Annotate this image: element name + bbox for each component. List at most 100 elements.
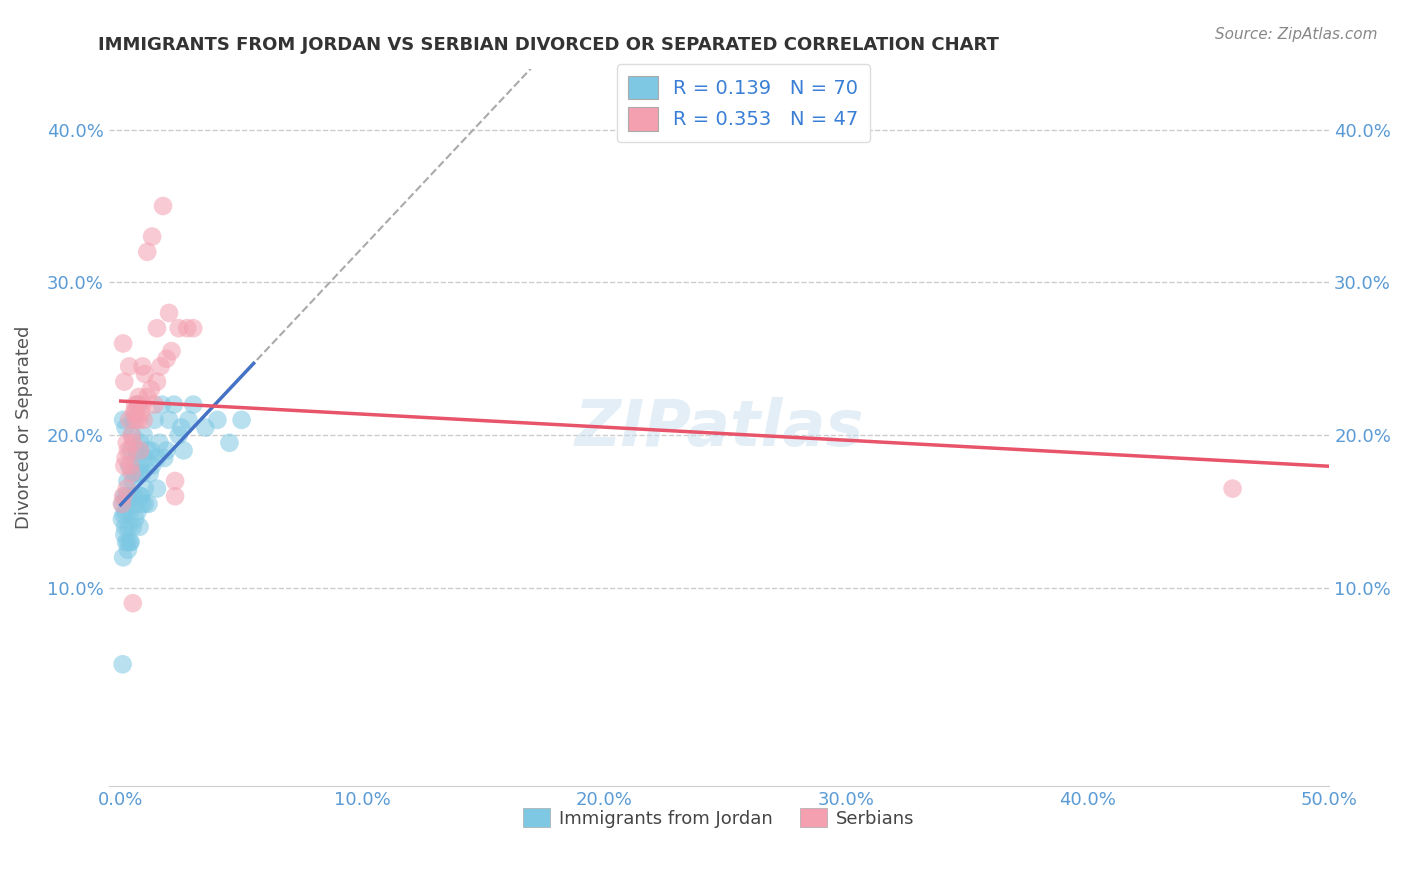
Point — [124, 467, 146, 481]
Point — [117, 474, 139, 488]
Point — [194, 420, 217, 434]
Point — [127, 443, 149, 458]
Point — [136, 244, 159, 259]
Point — [120, 458, 142, 473]
Point — [125, 413, 148, 427]
Y-axis label: Divorced or Separated: Divorced or Separated — [15, 326, 32, 529]
Point — [112, 336, 135, 351]
Point — [118, 413, 141, 427]
Point — [139, 443, 162, 458]
Point — [112, 527, 135, 541]
Point — [177, 413, 200, 427]
Point — [128, 413, 150, 427]
Point — [134, 367, 156, 381]
Point — [135, 451, 157, 466]
Point — [129, 489, 152, 503]
Point — [111, 497, 134, 511]
Point — [207, 413, 229, 427]
Point — [153, 451, 176, 466]
Point — [114, 520, 136, 534]
Point — [134, 497, 156, 511]
Point — [146, 321, 169, 335]
Point — [124, 398, 146, 412]
Point — [127, 398, 149, 412]
Point — [128, 520, 150, 534]
Point — [127, 398, 149, 412]
Point — [112, 550, 135, 565]
Point — [112, 375, 135, 389]
Point — [111, 657, 134, 672]
Point — [115, 482, 138, 496]
Point — [157, 413, 180, 427]
Point — [121, 520, 143, 534]
Point — [117, 542, 139, 557]
Point — [146, 451, 169, 466]
Point — [165, 474, 187, 488]
Point — [129, 489, 152, 503]
Point — [112, 489, 135, 503]
Point — [121, 428, 143, 442]
Point — [122, 413, 145, 427]
Point — [122, 489, 145, 503]
Point — [132, 428, 155, 442]
Point — [146, 375, 169, 389]
Point — [112, 458, 135, 473]
Point — [152, 199, 174, 213]
Point — [146, 482, 169, 496]
Point — [165, 489, 187, 503]
Point — [112, 489, 135, 503]
Point — [120, 535, 142, 549]
Point — [114, 504, 136, 518]
Point — [150, 398, 173, 412]
Point — [143, 413, 166, 427]
Point — [139, 382, 162, 396]
Point — [114, 420, 136, 434]
Point — [131, 359, 153, 374]
Point — [181, 398, 204, 412]
Point — [218, 435, 240, 450]
Point — [120, 535, 142, 549]
Point — [127, 504, 149, 518]
Point — [132, 413, 155, 427]
Point — [121, 435, 143, 450]
Point — [173, 443, 195, 458]
Point — [112, 508, 135, 522]
Point — [125, 497, 148, 511]
Point — [167, 428, 190, 442]
Point — [148, 435, 170, 450]
Point — [129, 458, 152, 473]
Legend: Immigrants from Jordan, Serbians: Immigrants from Jordan, Serbians — [516, 801, 922, 835]
Point — [134, 482, 156, 496]
Point — [121, 474, 143, 488]
Point — [118, 504, 141, 518]
Point — [111, 512, 134, 526]
Point — [131, 398, 153, 412]
Point — [114, 451, 136, 466]
Point — [163, 398, 186, 412]
Point — [170, 420, 193, 434]
Point — [156, 351, 179, 366]
Point — [141, 458, 163, 473]
Point — [121, 596, 143, 610]
Point — [136, 443, 159, 458]
Point — [121, 467, 143, 481]
Point — [115, 435, 138, 450]
Point — [138, 467, 160, 481]
Point — [156, 443, 179, 458]
Point — [111, 497, 134, 511]
Point — [141, 229, 163, 244]
Point — [181, 321, 204, 335]
Point — [122, 405, 145, 419]
Point — [121, 489, 143, 503]
Point — [136, 390, 159, 404]
Point — [117, 535, 139, 549]
Point — [1222, 482, 1244, 496]
Point — [118, 458, 141, 473]
Point — [129, 443, 152, 458]
Point — [125, 451, 148, 466]
Text: ZIPatlas: ZIPatlas — [574, 397, 863, 458]
Point — [120, 443, 142, 458]
Text: Source: ZipAtlas.com: Source: ZipAtlas.com — [1215, 27, 1378, 42]
Point — [131, 467, 153, 481]
Point — [118, 359, 141, 374]
